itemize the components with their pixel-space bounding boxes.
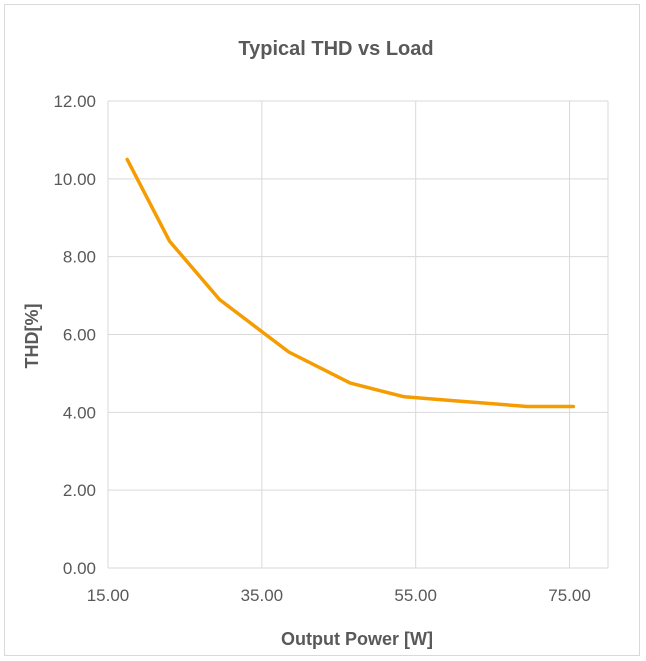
x-axis-ticks: 15.00 35.00 55.00 75.00 xyxy=(87,586,591,605)
x-tick-label: 15.00 xyxy=(87,586,130,605)
y-tick-label: 6.00 xyxy=(63,326,96,345)
y-tick-label: 12.00 xyxy=(53,92,96,111)
y-axis-ticks: 0.00 2.00 4.00 6.00 8.00 10.00 12.00 xyxy=(53,92,96,578)
y-tick-label: 10.00 xyxy=(53,170,96,189)
series-layer xyxy=(125,157,576,409)
x-axis-title: Output Power [W] xyxy=(281,629,433,649)
chart-frame xyxy=(4,4,640,656)
y-tick-label: 2.00 xyxy=(63,481,96,500)
y-tick-label: 4.00 xyxy=(63,403,96,422)
x-tick-label: 55.00 xyxy=(394,586,437,605)
x-tick-label: 75.00 xyxy=(548,586,591,605)
x-tick-label: 35.00 xyxy=(241,586,284,605)
y-tick-label: 0.00 xyxy=(63,559,96,578)
series-line xyxy=(125,157,576,409)
y-axis-title: THD[%] xyxy=(22,304,42,369)
chart-title: Typical THD vs Load xyxy=(238,38,433,60)
y-tick-label: 8.00 xyxy=(63,248,96,267)
gridlines xyxy=(107,100,609,569)
